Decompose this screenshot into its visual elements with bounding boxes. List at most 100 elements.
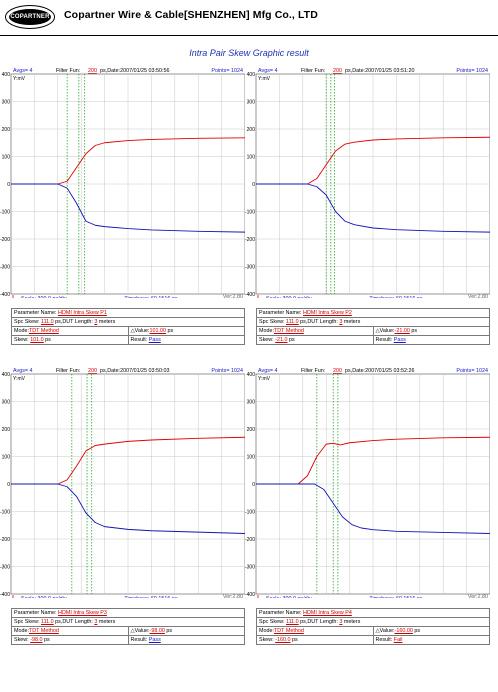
points-label: Points= 1024 (456, 368, 488, 374)
cell-text: -21.0 (275, 337, 288, 343)
cell-text: △ (130, 328, 135, 334)
table-row: Skew: 101.0 ps Result: Pass (11, 335, 245, 345)
table-row: Mode:TDT Method △Value:-98.00 ps (11, 626, 245, 636)
cell-text: meters (342, 319, 361, 325)
header-divider (0, 35, 498, 36)
table-row: Parameter Name: HDMI Intra Skew P3 (11, 608, 245, 618)
cell-text: Result: (130, 337, 149, 343)
timebase-label: Timebase: 60.1516 ns (369, 296, 422, 298)
avgs-label: Avgs= 4 (258, 368, 278, 374)
chart-svg: Avgs= 4 Filter Fun: 200 ps,Date:2007/01/25 … (0, 368, 245, 598)
skew-panel-p4: Avgs= 4 Filter Fun: 200 ps,Date:2007/01/25 … (245, 366, 490, 656)
cell-text: Mode: (14, 628, 29, 634)
cell-text: TDT Method (28, 628, 59, 634)
y-tick-label: -100 (245, 510, 255, 516)
y-tick-label: -400 (0, 592, 10, 598)
table-row: Parameter Name: HDMI Intra Skew P4 (256, 608, 490, 618)
page-title: Intra Pair Skew Graphic result (189, 48, 309, 58)
filter-value: 200 (333, 368, 342, 374)
cell-text: -98.0 (30, 637, 43, 643)
table-row: Spc Skew: 111.0 ps,DUT Length: 3 meters (256, 617, 490, 627)
table-cell: △Value:-160.00 ps (372, 626, 490, 636)
cell-text: 111.0 (285, 619, 299, 625)
version-label: Ver:2.80 (223, 294, 243, 298)
cell-text: Value: (134, 628, 150, 634)
cell-text: HDMI Intra Skew P1 (58, 310, 107, 316)
cell-text: ps,DUT Length: (53, 619, 95, 625)
y-tick-label: 400 (2, 72, 11, 78)
cell-text: Mode: (259, 328, 274, 334)
cell-text: ps (166, 328, 174, 334)
cell-text: 101.0 (30, 337, 44, 343)
cell-text: HDMI Intra Skew P2 (303, 310, 352, 316)
table-cell: Mode:TDT Method (256, 626, 374, 636)
trace-negative (11, 183, 245, 233)
table-cell: Parameter Name: HDMI Intra Skew P3 (11, 608, 245, 618)
table-cell: Result: Pass (372, 335, 490, 345)
cell-text: ps (412, 628, 421, 634)
cell-text: Result: (130, 637, 149, 643)
cell-text: 111.0 (285, 319, 299, 325)
table-cell: Spc Skew: 111.0 ps,DUT Length: 3 meters (256, 317, 490, 327)
cell-text: Spc Skew: (259, 619, 286, 625)
y-tick-label: 100 (247, 455, 256, 461)
table-row: Mode:TDT Method △Value:101.00 ps (11, 326, 245, 336)
cell-text: Fail (393, 637, 403, 643)
cell-text: TDT Method (273, 628, 304, 634)
cell-text: △ (375, 328, 380, 334)
cell-text: meters (97, 319, 116, 325)
trace-positive (11, 137, 245, 185)
parameter-table: Parameter Name: HDMI Intra Skew P2 Spc Sk… (256, 308, 490, 345)
cell-text: Result: (375, 337, 394, 343)
version-label: Ver:2.80 (468, 594, 488, 598)
cell-text: HDMI Intra Skew P4 (303, 610, 352, 616)
cell-text: 111.0 (40, 619, 54, 625)
y-tick-label: -300 (0, 265, 10, 271)
cell-text: Value: (379, 328, 395, 334)
y-tick-label: -100 (245, 210, 255, 216)
parameter-table: Parameter Name: HDMI Intra Skew P1 Spc Sk… (11, 308, 245, 345)
scale-label: Scale: 300.0 ps/div (21, 596, 67, 598)
table-cell: Spc Skew: 111.0 ps,DUT Length: 3 meters (11, 317, 245, 327)
cell-text: meters (342, 619, 361, 625)
scale-label: Scale: 300.0 ps/div (266, 596, 312, 598)
scale-icon (12, 595, 14, 598)
y-tick-label: 300 (2, 100, 11, 106)
scale-icon (12, 295, 14, 298)
scale-icon (257, 595, 259, 598)
cell-text: Skew: (14, 637, 31, 643)
table-cell: Mode:TDT Method (256, 326, 374, 336)
table-cell: Skew: -98.0 ps (11, 635, 129, 645)
trace-negative (11, 483, 245, 534)
cell-text: Parameter Name: (14, 610, 59, 616)
table-cell: Parameter Name: HDMI Intra Skew P4 (256, 608, 490, 618)
filter-label: Filter Fun: (56, 368, 80, 374)
y-tick-label: 100 (2, 455, 11, 461)
cell-text: ps (409, 328, 418, 334)
y-tick-label: 0 (7, 182, 10, 188)
table-row: Spc Skew: 111.0 ps,DUT Length: 3 meters (11, 317, 245, 327)
cell-text: ps,DUT Length: (298, 619, 340, 625)
timebase-label: Timebase: 60.1516 ns (369, 596, 422, 598)
cell-text: ps (287, 337, 295, 343)
cell-text: Parameter Name: (259, 310, 304, 316)
y-tick-label: 400 (2, 372, 11, 378)
filter-value: 200 (333, 68, 342, 74)
cell-text: Skew: (14, 337, 31, 343)
y-tick-label: -400 (245, 292, 255, 298)
cell-text: -98.00 (149, 628, 165, 634)
y-tick-label: 300 (247, 400, 256, 406)
y-tick-label: 200 (2, 427, 11, 433)
table-row: Spc Skew: 111.0 ps,DUT Length: 3 meters (11, 617, 245, 627)
cell-text: 3 (339, 619, 343, 625)
cell-text: Skew: (259, 637, 276, 643)
cell-text: meters (97, 619, 116, 625)
cell-text: ps,DUT Length: (53, 319, 95, 325)
table-row: Mode:TDT Method △Value:-160.00 ps (256, 626, 490, 636)
table-row: Parameter Name: HDMI Intra Skew P1 (11, 308, 245, 318)
trace-positive (256, 436, 490, 485)
trace-positive (11, 436, 245, 485)
cell-text: 111.0 (40, 319, 54, 325)
table-row: Skew: -21.0 ps Result: Pass (256, 335, 490, 345)
company-name: Copartner Wire & Cable[SHENZHEN] Mfg Co.… (64, 9, 318, 21)
